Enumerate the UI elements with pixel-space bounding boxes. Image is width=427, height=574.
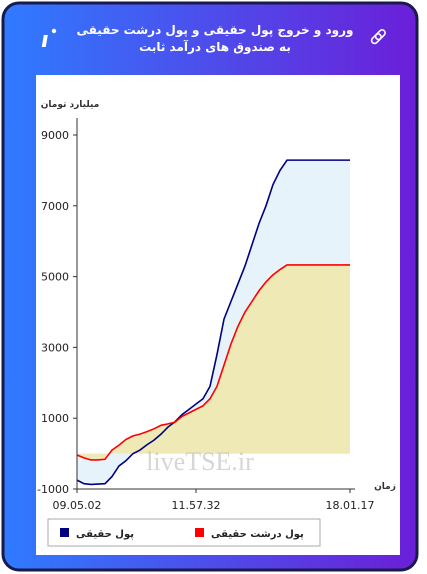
x-tick-label: 11.57.32 xyxy=(172,499,221,512)
y-tick-label: 9000 xyxy=(41,129,69,142)
y-tick-label: 3000 xyxy=(41,341,69,354)
watermark: liveTSE.ir xyxy=(146,447,254,476)
area-fill xyxy=(77,264,350,460)
legend-label: پول درشت حقیقی xyxy=(211,529,304,540)
x-axis-label: زمان xyxy=(374,482,396,492)
legend-swatch xyxy=(195,528,204,537)
series-line xyxy=(76,264,350,461)
card-title: ورود و خروج پول حقیقی و پول درشت حقیقی ب… xyxy=(76,23,354,54)
y-axis-label: میلیارد تومان xyxy=(41,100,100,110)
x-tick-label: 18.01.17 xyxy=(326,499,375,512)
link-icon[interactable] xyxy=(370,29,386,45)
legend-swatch xyxy=(60,528,69,537)
y-tick-label: -1000 xyxy=(37,483,69,496)
legend-box xyxy=(47,518,321,547)
legend-label: پول حقیقی xyxy=(76,529,134,540)
y-tick-label: 7000 xyxy=(41,200,69,213)
series-line xyxy=(76,159,350,486)
x-tick-label: 09.05.02 xyxy=(53,499,102,512)
y-tick-label: 5000 xyxy=(41,271,69,284)
y-tick-label: 1000 xyxy=(41,412,69,425)
info-icon[interactable] xyxy=(41,28,57,47)
